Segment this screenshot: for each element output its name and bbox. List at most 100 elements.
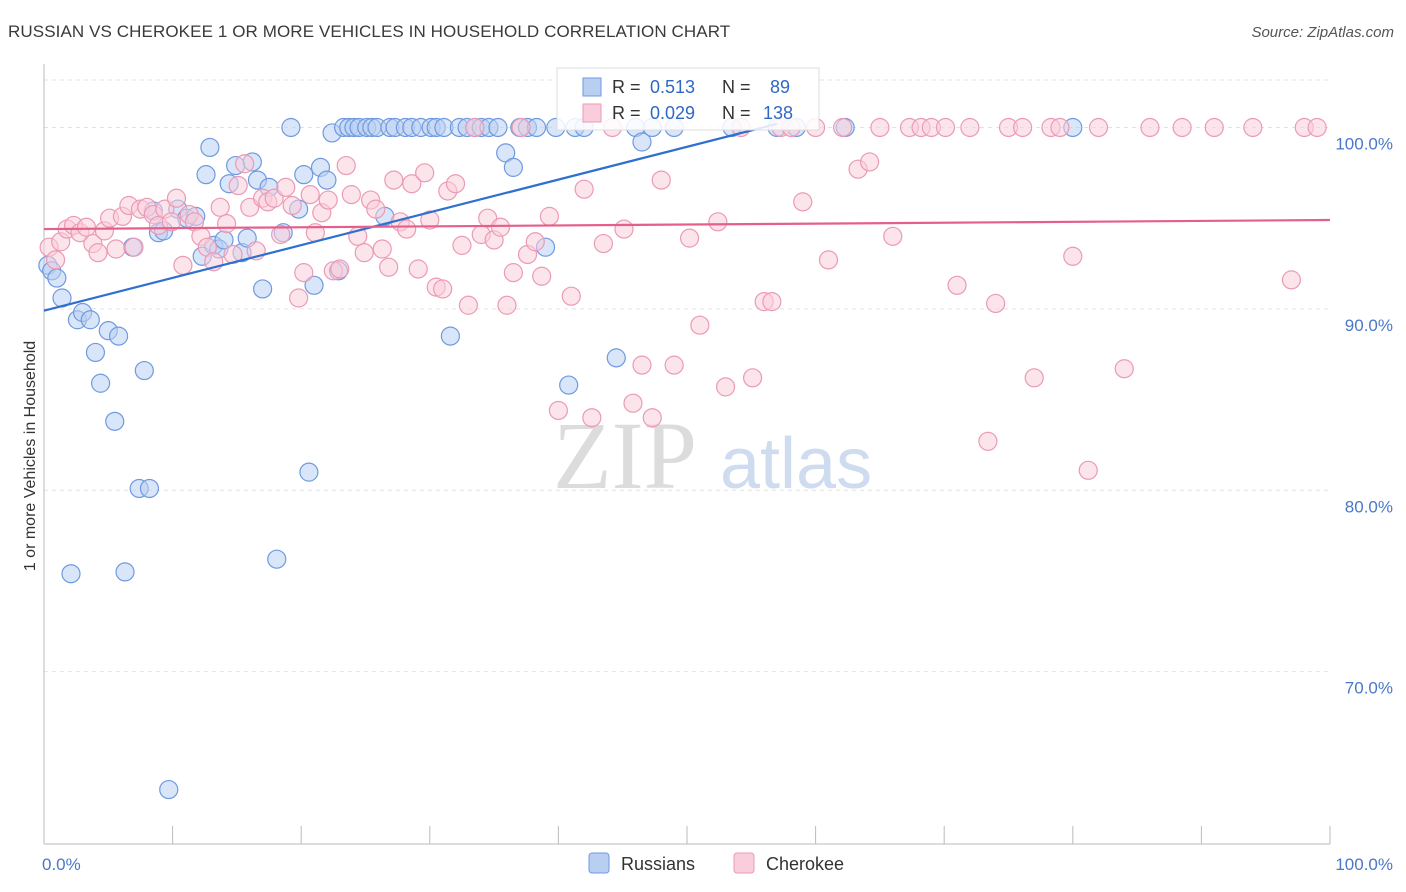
- y-axis-label: 1 or more Vehicles in Household: [22, 341, 39, 571]
- point-cherokee: [947, 275, 967, 295]
- point-cherokee: [664, 355, 684, 375]
- watermark-zip: ZIP: [553, 402, 697, 509]
- point-cherokee: [679, 228, 700, 248]
- stats-swatch-russians: [582, 77, 602, 97]
- point-cherokee: [465, 117, 485, 138]
- stats-r-label-cherokee: R =: [612, 103, 641, 123]
- point-russians: [281, 117, 301, 138]
- point-cherokee: [173, 255, 193, 275]
- point-cherokee: [1063, 246, 1083, 266]
- point-cherokee: [228, 175, 248, 196]
- source-label: Source: ZipAtlas.com: [1251, 24, 1394, 41]
- point-russians: [47, 268, 67, 288]
- point-cherokee: [503, 263, 523, 283]
- point-cherokee: [870, 117, 890, 138]
- point-cherokee: [986, 293, 1006, 314]
- point-cherokee: [372, 239, 392, 259]
- chart-title: RUSSIAN VS CHEROKEE 1 OR MORE VEHICLES I…: [8, 22, 731, 41]
- point-cherokee: [45, 250, 66, 270]
- point-russians: [134, 360, 154, 381]
- point-cherokee: [88, 243, 108, 263]
- stats-r-value-russians: 0.513: [650, 77, 695, 97]
- point-cherokee: [532, 266, 552, 286]
- point-cherokee: [106, 239, 126, 259]
- point-cherokee: [341, 185, 361, 205]
- watermark-atlas: atlas: [720, 424, 872, 504]
- point-cherokee: [978, 431, 998, 451]
- stats-n-label-cherokee: N =: [722, 103, 751, 123]
- x-tick-label: 0.0%: [42, 855, 81, 874]
- point-cherokee: [276, 177, 296, 197]
- point-cherokee: [433, 279, 453, 299]
- point-cherokee: [548, 400, 569, 421]
- x-tick-label: 100.0%: [1335, 855, 1393, 874]
- point-cherokee: [300, 185, 320, 205]
- point-cherokee: [511, 117, 531, 138]
- point-cherokee: [1088, 117, 1109, 138]
- point-cherokee: [282, 195, 302, 216]
- point-cherokee: [1050, 117, 1070, 138]
- point-russians: [200, 137, 220, 158]
- point-cherokee: [330, 259, 350, 279]
- y-tick-label: 80.0%: [1345, 497, 1393, 516]
- point-cherokee: [289, 288, 309, 308]
- point-cherokee: [593, 233, 614, 254]
- point-cherokee: [582, 408, 602, 428]
- point-cherokee: [124, 237, 144, 257]
- point-cherokee: [1204, 117, 1224, 138]
- point-russians: [159, 779, 179, 800]
- legend: Russians Cherokee: [588, 852, 844, 874]
- point-cherokee: [1078, 460, 1098, 480]
- point-cherokee: [793, 192, 813, 212]
- point-russians: [606, 348, 626, 368]
- point-cherokee: [354, 243, 374, 263]
- point-russians: [139, 478, 160, 499]
- point-russians: [304, 275, 324, 295]
- point-cherokee: [408, 259, 428, 279]
- point-cherokee: [166, 188, 187, 208]
- point-cherokee: [415, 163, 435, 183]
- y-tick-label: 90.0%: [1345, 316, 1393, 335]
- point-cherokee: [539, 206, 559, 226]
- point-cherokee: [574, 179, 594, 199]
- stats-box: R = 0.513 N = 89 R = 0.029 N = 138: [556, 67, 820, 131]
- point-cherokee: [1013, 117, 1033, 138]
- trend-line-cherokee: [43, 218, 1331, 231]
- point-cherokee: [318, 190, 338, 210]
- point-cherokee: [336, 155, 356, 176]
- point-cherokee: [818, 250, 839, 270]
- point-russians: [115, 562, 135, 582]
- point-russians: [196, 165, 216, 185]
- point-cherokee: [452, 235, 472, 255]
- point-cherokee: [1281, 270, 1302, 290]
- point-cherokee: [217, 214, 237, 234]
- axes: [43, 64, 1331, 845]
- y-tick-label: 70.0%: [1345, 679, 1393, 698]
- point-cherokee: [742, 368, 763, 388]
- point-cherokee: [76, 217, 97, 237]
- data-points: [38, 117, 1327, 800]
- point-cherokee: [490, 217, 511, 237]
- point-cherokee: [497, 295, 517, 315]
- point-russians: [267, 549, 287, 569]
- point-russians: [503, 157, 523, 177]
- point-cherokee: [161, 212, 181, 232]
- point-cherokee: [762, 292, 782, 312]
- stats-n-value-cherokee: 138: [763, 103, 793, 123]
- point-cherokee: [445, 174, 466, 194]
- point-cherokee: [935, 117, 956, 138]
- point-russians: [61, 564, 81, 584]
- point-cherokee: [366, 199, 386, 219]
- point-cherokee: [1140, 117, 1160, 138]
- point-cherokee: [1114, 359, 1134, 379]
- point-cherokee: [384, 170, 404, 190]
- point-russians: [105, 411, 125, 431]
- point-russians: [108, 326, 129, 346]
- point-cherokee: [860, 152, 880, 172]
- point-cherokee: [960, 117, 980, 138]
- trend-lines: [43, 122, 1331, 312]
- point-cherokee: [1024, 368, 1044, 388]
- point-russians: [440, 326, 460, 346]
- point-russians: [299, 462, 319, 482]
- point-russians: [294, 165, 314, 185]
